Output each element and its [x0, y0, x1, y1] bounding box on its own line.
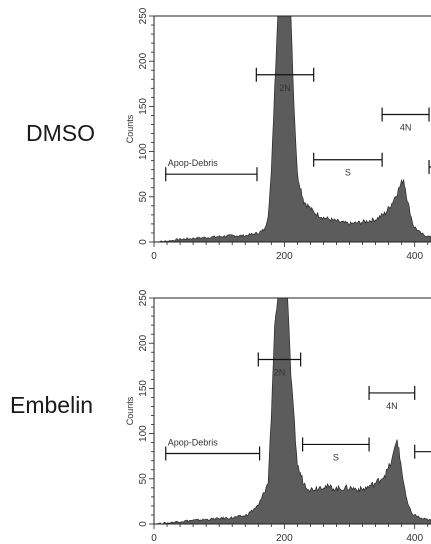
gate-marker: Apop-Debris	[165, 437, 261, 461]
y-axis-label: Counts	[125, 396, 135, 425]
y-tick-label: 50	[138, 191, 149, 203]
gate-label: 4N	[400, 123, 412, 133]
gate-marker: 4N	[368, 385, 416, 411]
y-axis-label: Counts	[125, 114, 135, 143]
gate-label: 2N	[279, 83, 291, 93]
y-tick-label: 50	[138, 473, 149, 485]
gate-marker: 2N	[257, 352, 302, 377]
y-tick-label: 0	[138, 521, 149, 527]
y-tick-label: 150	[138, 98, 149, 115]
gate-label: S	[333, 452, 339, 462]
gate-marker: S	[302, 437, 370, 462]
y-tick-label: 0	[138, 239, 149, 245]
histogram-panel-2: 0 50 100 150 200 250 0 200 400 Counts Apop-Debris 2…	[125, 289, 431, 544]
histogram-area	[153, 15, 431, 243]
x-tick-label: 0	[151, 533, 157, 544]
x-tick-label: 200	[276, 533, 293, 544]
y-tick-label: 100	[138, 143, 149, 160]
histogram-panel-1: 0 50 100 150 200 250 0 200 400 Counts Apop-Debris 2…	[125, 7, 431, 262]
histogram-area	[154, 297, 431, 525]
x-tick-label: 400	[406, 251, 423, 262]
panel-label-embelin: Embelin	[10, 392, 94, 418]
gate-marker	[414, 444, 431, 459]
y-tick-label: 200	[138, 334, 149, 351]
y-tick-label: 250	[138, 289, 149, 306]
gate-marker: S	[313, 152, 383, 178]
x-tick-label: 200	[276, 251, 293, 262]
x-tick-label: 0	[151, 251, 157, 262]
panel-label-dmso: DMSO	[26, 120, 95, 146]
gate-label: Apop-Debris	[168, 158, 219, 168]
gate-label: Apop-Debris	[168, 437, 219, 447]
y-tick-label: 100	[138, 425, 149, 442]
gate-label: 2N	[274, 367, 286, 377]
gate-label: S	[345, 168, 351, 178]
y-tick-label: 250	[138, 7, 149, 24]
x-tick-label: 400	[406, 533, 423, 544]
gate-label: 4N	[386, 401, 398, 411]
y-tick-label: 150	[138, 380, 149, 397]
gate-marker: 2N	[255, 67, 315, 93]
y-tick-label: 200	[138, 52, 149, 69]
gate-marker	[428, 159, 431, 174]
gate-marker: Apop-Debris	[165, 158, 258, 182]
gate-marker: 4N	[381, 107, 430, 133]
